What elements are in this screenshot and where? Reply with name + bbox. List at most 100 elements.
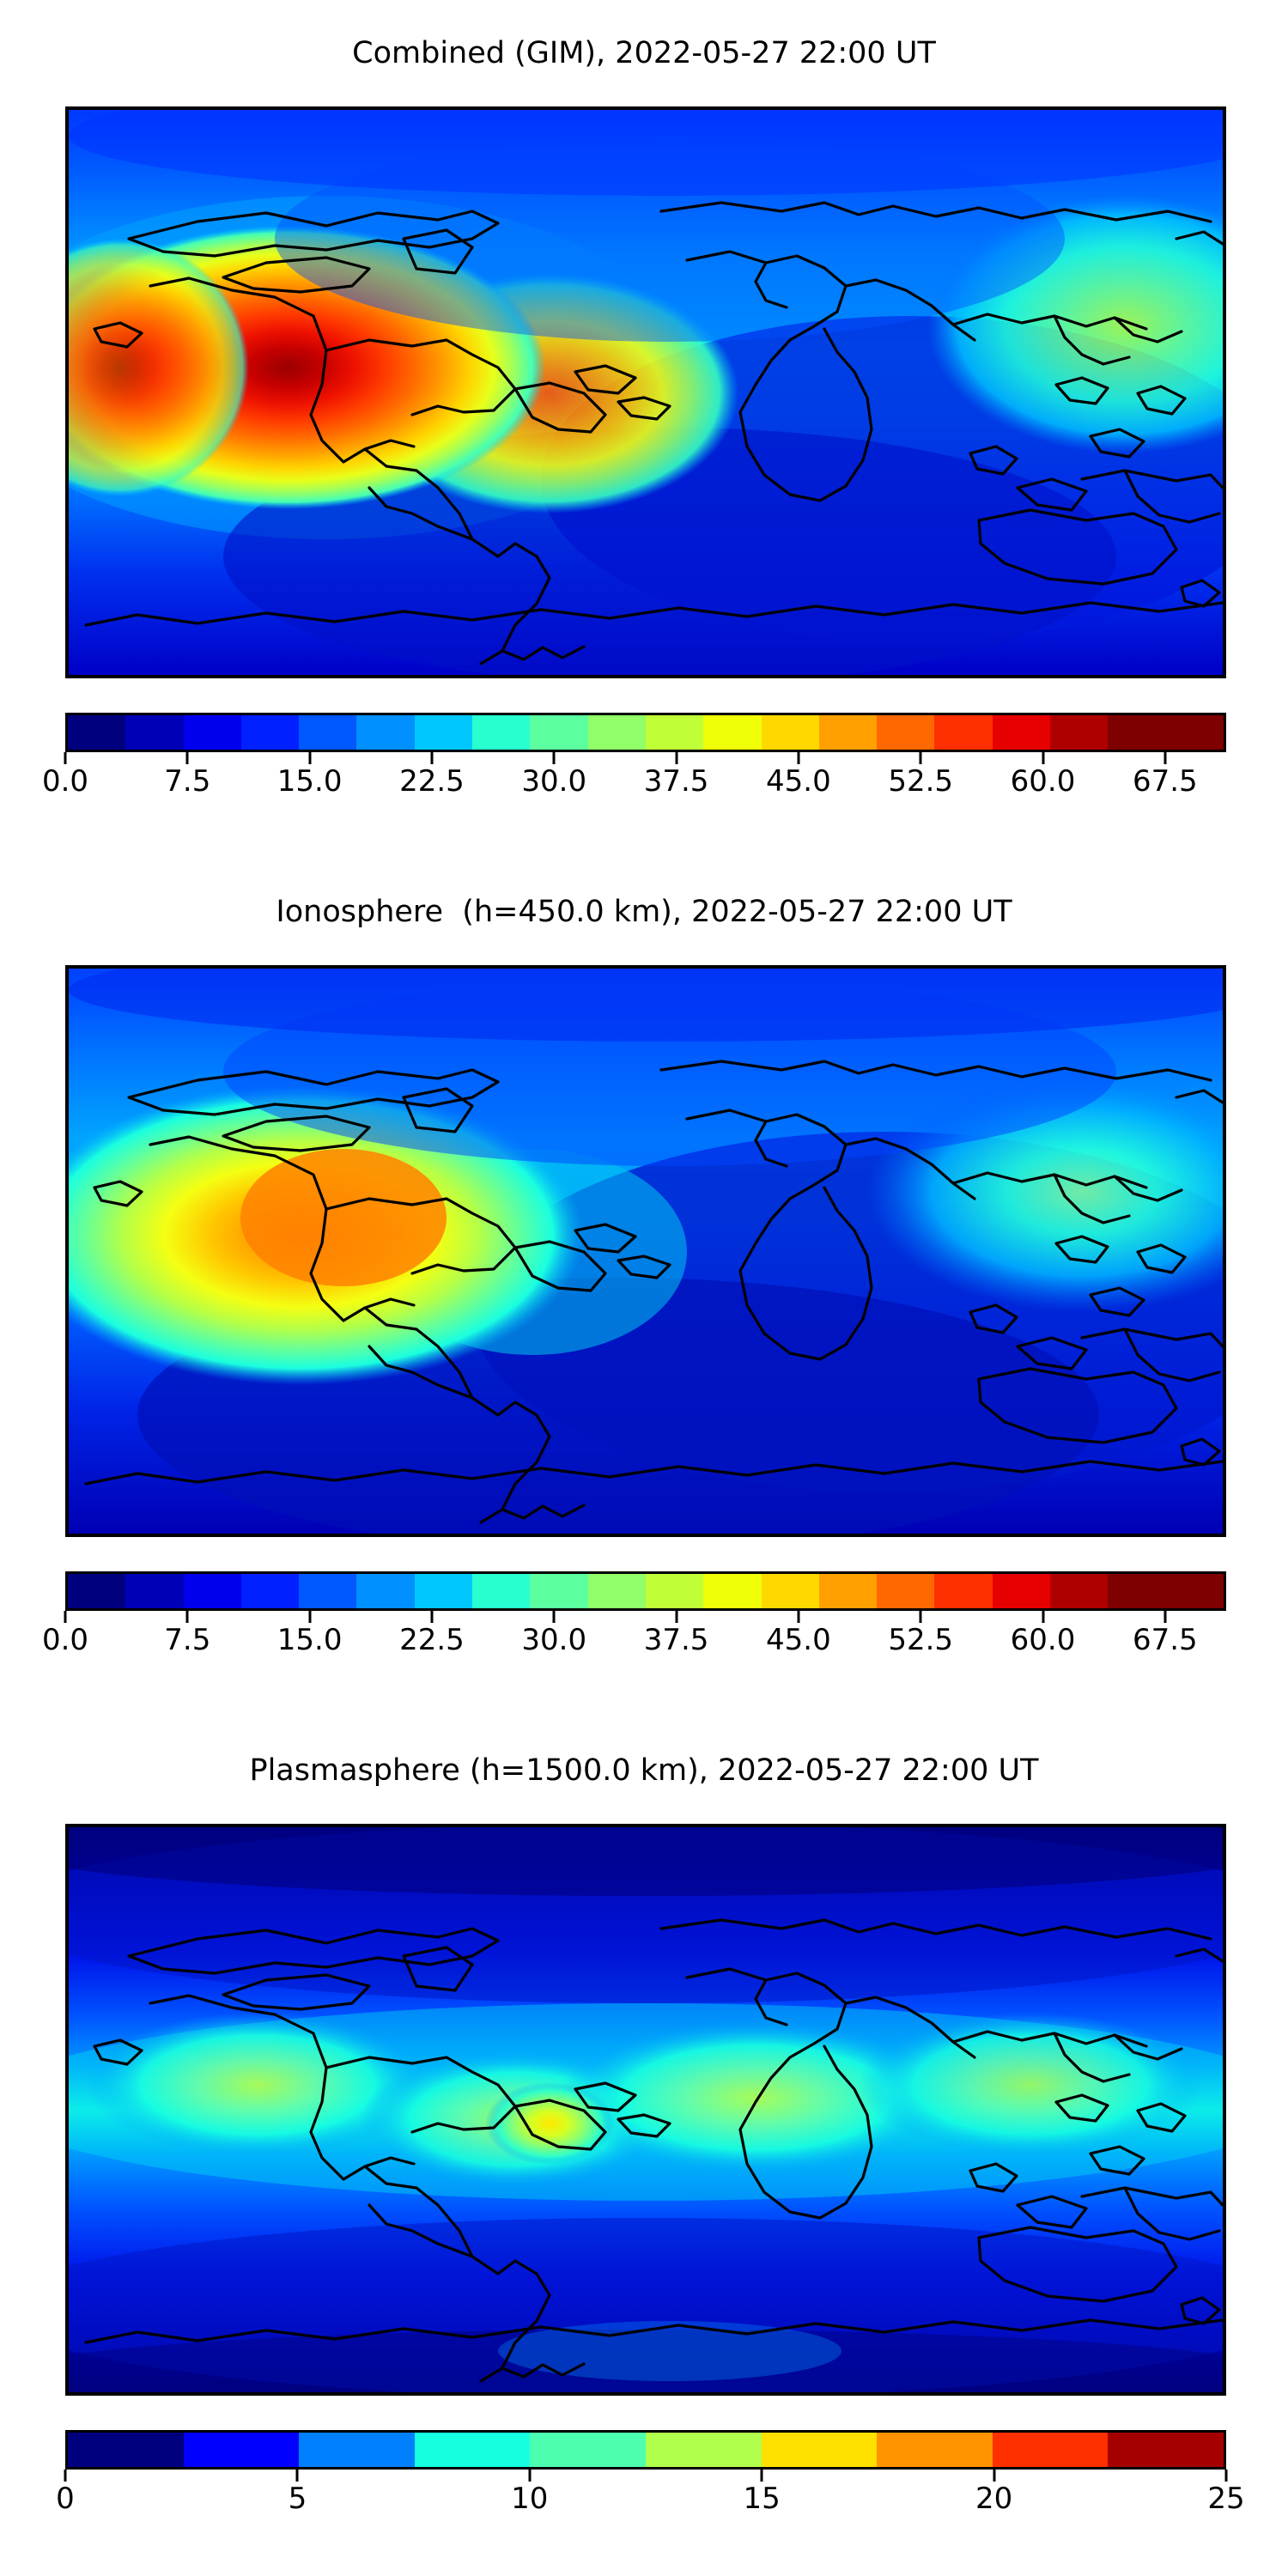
map-ionosphere-field	[69, 969, 1223, 1534]
colorbar-plasmasphere-ticks	[64, 2470, 1228, 2482]
colorbar-segment	[68, 715, 126, 750]
colorbar-segment	[703, 715, 762, 750]
colorbar-tick	[675, 1611, 678, 1623]
colorbar-segment	[645, 2433, 762, 2467]
colorbar-segment	[183, 1574, 241, 1608]
colorbar-plasmasphere-bar	[65, 2430, 1226, 2470]
colorbar-tick-label: 37.5	[643, 1623, 709, 1657]
colorbar-tick	[1224, 2470, 1228, 2482]
colorbar-tick	[675, 752, 678, 764]
colorbar-tick	[552, 752, 556, 764]
colorbar-segment	[299, 2433, 415, 2467]
colorbar-tick-label: 30.0	[521, 1623, 587, 1657]
colorbar-segment	[414, 2433, 531, 2467]
colorbar-tick	[64, 752, 67, 764]
colorbar-combined-bar	[65, 713, 1226, 752]
colorbar-segment	[530, 2433, 646, 2467]
colorbar-segment	[240, 715, 300, 750]
colorbar-ionosphere-labels: 0.0 7.5 15.0 22.5 30.0 37.5 45.0 52.5 60.0 67.5	[42, 1623, 1226, 1661]
colorbar-tick	[919, 752, 922, 764]
colorbar-segment	[299, 1574, 357, 1608]
colorbar-segment	[530, 1574, 588, 1608]
colorbar-tick	[295, 2470, 299, 2482]
colorbar-ionosphere-bar	[65, 1571, 1226, 1611]
colorbar-tick-label: 67.5	[1132, 1623, 1198, 1657]
colorbar-ionosphere: 0.0 7.5 15.0 22.5 30.0 37.5 45.0 52.5 60.0 67.5	[42, 1571, 1226, 1661]
coastlines-layer	[84, 1060, 1223, 1524]
colorbar-tick	[1042, 1611, 1045, 1623]
colorbar-combined: 0.0 7.5 15.0 22.5 30.0 37.5 45.0 52.5 60.0 67.5	[42, 713, 1226, 802]
colorbar-segment	[877, 715, 935, 750]
colorbar-tick	[308, 752, 312, 764]
colorbar-tick-label: 15.0	[276, 1623, 343, 1657]
colorbar-segment	[68, 2433, 184, 2467]
colorbar-segment	[1108, 1574, 1166, 1608]
coastlines-layer	[84, 201, 1223, 665]
colorbar-tick-label: 25	[1207, 2482, 1245, 2516]
map-plasmasphere-svg	[69, 1827, 1223, 2392]
colorbar-tick	[1163, 752, 1167, 764]
colorbar-tick-label: 0.0	[41, 1623, 89, 1657]
colorbar-segment	[472, 715, 531, 750]
colorbar-segment	[183, 2433, 300, 2467]
colorbar-segment	[472, 1574, 531, 1608]
colorbar-tick-label: 37.5	[643, 764, 709, 799]
colorbar-segment	[761, 1574, 819, 1608]
colorbar-tick	[185, 1611, 189, 1623]
colorbar-segment	[183, 715, 241, 750]
colorbar-tick	[64, 1611, 67, 1623]
colorbar-tick-label: 60.0	[1010, 764, 1076, 799]
colorbar-tick-label: 52.5	[888, 764, 954, 799]
colorbar-segment	[818, 1574, 878, 1608]
colorbar-tick	[430, 1611, 434, 1623]
colorbar-tick	[1042, 752, 1045, 764]
colorbar-segment	[1108, 715, 1166, 750]
map-combined	[65, 106, 1226, 678]
map-plasmasphere	[65, 1824, 1226, 2396]
colorbar-segment	[414, 715, 473, 750]
colorbar-segment	[587, 1574, 646, 1608]
coastlines-layer	[84, 1918, 1223, 2383]
colorbar-tick	[993, 2470, 996, 2482]
colorbar-segment	[818, 715, 878, 750]
colorbar-tick-label: 30.0	[521, 764, 587, 799]
colorbar-tick-label: 52.5	[888, 1623, 954, 1657]
panel-combined-gim: Combined (GIM), 2022-05-27 22:00 UT	[0, 0, 1288, 859]
map-combined-svg	[69, 110, 1223, 675]
colorbar-segment	[299, 715, 357, 750]
colorbar-tick	[1163, 1611, 1167, 1623]
colorbar-ionosphere-ticks	[64, 1611, 1226, 1623]
map-combined-field	[69, 110, 1223, 675]
colorbar-combined-ticks	[64, 752, 1226, 764]
colorbar-segment	[761, 2433, 878, 2467]
colorbar-tick	[430, 752, 434, 764]
colorbar-tick-label: 60.0	[1010, 1623, 1076, 1657]
colorbar-segment	[645, 715, 704, 750]
colorbar-segment	[125, 1574, 184, 1608]
colorbar-tick	[308, 1611, 312, 1623]
colorbar-plasmasphere-labels: 0 5 10 15 20 25	[56, 2482, 1244, 2519]
colorbar-tick-label: 15.0	[276, 764, 343, 799]
colorbar-tick-label: 22.5	[399, 1623, 465, 1657]
colorbar-segment	[68, 1574, 126, 1608]
colorbar-segment	[761, 715, 819, 750]
colorbar-tick	[64, 2470, 67, 2482]
colorbar-segment	[356, 1574, 415, 1608]
colorbar-tick	[797, 1611, 800, 1623]
colorbar-tick-label: 0.0	[41, 764, 89, 799]
map-ionosphere	[65, 965, 1226, 1537]
colorbar-segment	[414, 1574, 473, 1608]
panel-plasmasphere: Plasmasphere (h=1500.0 km), 2022-05-27 2…	[0, 1717, 1288, 2576]
colorbar-segment	[992, 1574, 1051, 1608]
colorbar-segment	[1108, 2433, 1224, 2467]
colorbar-segment	[1050, 1574, 1109, 1608]
colorbar-segment	[1165, 715, 1224, 750]
colorbar-tick-label: 20	[975, 2482, 1013, 2516]
colorbar-tick-label: 15	[743, 2482, 781, 2516]
colorbar-tick	[760, 2470, 763, 2482]
colorbar-segment	[877, 1574, 935, 1608]
colorbar-tick	[797, 752, 800, 764]
map-plasmasphere-field	[69, 1827, 1223, 2392]
colorbar-segment	[934, 1574, 993, 1608]
